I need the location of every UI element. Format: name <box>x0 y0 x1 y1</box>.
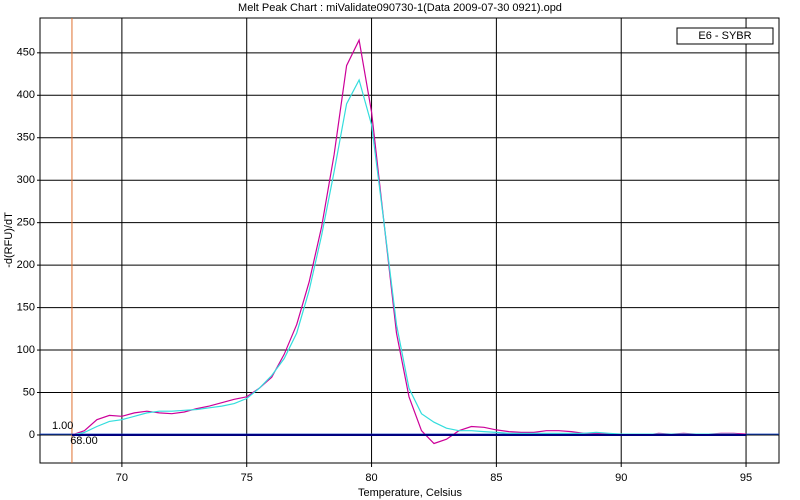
y-tick-label: 200 <box>17 259 35 271</box>
series-line <box>71 38 747 445</box>
x-tick-label: 80 <box>365 472 377 484</box>
y-tick-label: 0 <box>29 429 35 441</box>
plot-frame <box>39 17 780 464</box>
threshold-x-label: 68.00 <box>70 435 98 447</box>
x-tick-label: 95 <box>740 472 752 484</box>
x-tick-label: 85 <box>490 472 502 484</box>
x-tick-label: 75 <box>241 472 253 484</box>
series-line <box>71 78 747 436</box>
threshold-y-label: 1.00 <box>52 420 73 432</box>
chart-title: Melt Peak Chart : miValidate090730-1(Dat… <box>238 2 562 14</box>
y-axis-label: -d(RFU)/dT <box>3 212 15 268</box>
y-tick-label: 350 <box>17 132 35 144</box>
x-tick-label: 70 <box>116 472 128 484</box>
y-tick-label: 400 <box>17 89 35 101</box>
y-tick-label: 50 <box>23 386 35 398</box>
y-tick-label: 300 <box>17 174 35 186</box>
y-tick-label: 250 <box>17 217 35 229</box>
y-tick-label: 150 <box>17 301 35 313</box>
x-axis-label: Temperature, Celsius <box>358 487 462 499</box>
x-tick-label: 90 <box>615 472 627 484</box>
y-tick-label: 100 <box>17 344 35 356</box>
legend-box <box>676 27 774 45</box>
y-tick-label: 450 <box>17 47 35 59</box>
legend-entry: E6 - SYBR <box>698 30 751 42</box>
